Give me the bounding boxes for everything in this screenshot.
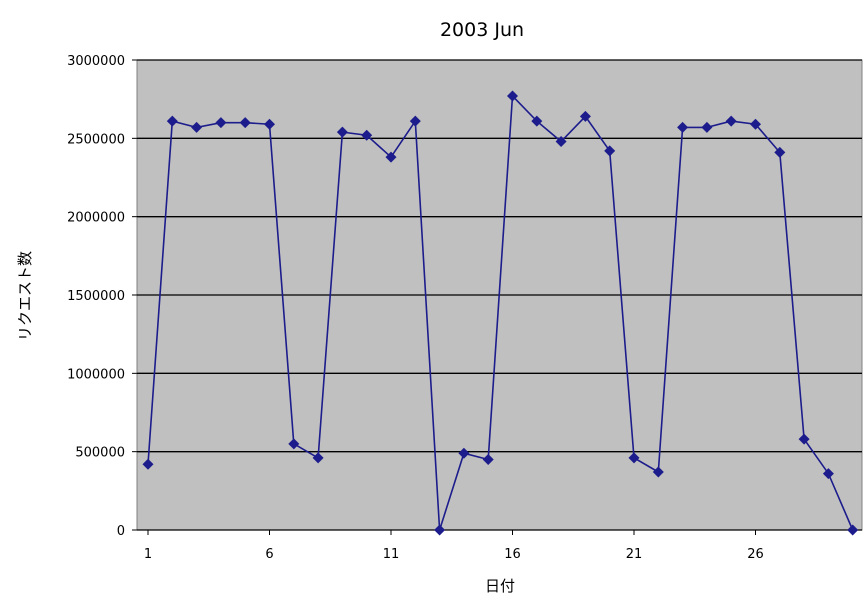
gridlines (137, 59, 862, 531)
y-tick-label-6: 3000000 (67, 54, 125, 69)
x-tick-label-0: 1 (144, 547, 152, 562)
data-point-12 (409, 115, 421, 127)
data-point-13 (434, 524, 446, 536)
data-point-9 (336, 126, 348, 138)
data-point-22 (652, 466, 664, 478)
y-tick-label-1: 500000 (75, 446, 125, 461)
y-tick-label-4: 2000000 (67, 211, 125, 226)
data-point-23 (677, 121, 689, 133)
x-tick-label-3: 16 (504, 547, 521, 562)
data-point-8 (312, 452, 324, 464)
data-point-28 (798, 433, 810, 445)
data-point-10 (361, 129, 373, 141)
data-point-20 (604, 145, 616, 157)
data-point-19 (579, 110, 591, 122)
data-point-2 (166, 115, 178, 127)
data-point-14 (458, 447, 470, 459)
data-point-17 (531, 115, 543, 127)
x-axis-label: 日付 (485, 577, 515, 595)
data-point-1 (142, 458, 154, 470)
x-tick-label-4: 21 (626, 547, 643, 562)
data-point-15 (482, 454, 494, 465)
data-point-25 (725, 115, 737, 127)
data-point-29 (822, 468, 834, 480)
data-point-18 (555, 135, 567, 147)
data-point-11 (385, 151, 397, 163)
x-tick-label-2: 11 (383, 547, 400, 562)
data-point-5 (239, 117, 251, 129)
y-axis-label: リクエスト数 (16, 251, 34, 341)
y-tick-label-0: 0 (117, 524, 125, 539)
y-axis-ticks: 0 500000 1000000 1500000 2000000 2500000 30000… (67, 54, 137, 539)
data-point-27 (774, 146, 786, 158)
x-tick-label-5: 26 (747, 547, 764, 562)
y-tick-label-5: 2500000 (67, 132, 125, 147)
x-axis-ticks: 1 6 11 16 21 26 (144, 530, 764, 562)
data-point-26 (750, 118, 761, 130)
chart-title: 2003 Jun (440, 19, 524, 41)
data-point-16 (507, 90, 518, 102)
data-point-3 (191, 121, 203, 133)
x-tick-label-1: 6 (265, 547, 273, 562)
data-point-4 (215, 117, 227, 129)
data-markers (142, 90, 859, 536)
data-point-21 (628, 452, 640, 464)
data-point-24 (701, 121, 713, 133)
data-point-30 (847, 524, 859, 536)
y-tick-label-3: 1500000 (67, 289, 125, 304)
y-tick-label-2: 1000000 (67, 367, 125, 382)
data-point-7 (288, 438, 300, 450)
data-point-6 (264, 118, 275, 130)
